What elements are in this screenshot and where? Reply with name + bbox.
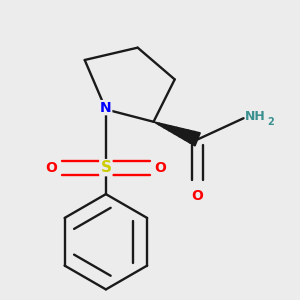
Polygon shape	[159, 123, 165, 128]
Polygon shape	[190, 131, 200, 146]
Text: O: O	[192, 189, 204, 203]
Text: 2: 2	[268, 118, 274, 128]
Text: O: O	[45, 160, 57, 175]
Polygon shape	[164, 124, 171, 131]
Text: NH: NH	[245, 110, 266, 123]
Polygon shape	[179, 129, 189, 140]
Text: S: S	[100, 160, 111, 175]
Polygon shape	[154, 122, 159, 125]
Text: O: O	[155, 160, 167, 175]
Text: N: N	[100, 100, 112, 115]
Polygon shape	[185, 130, 194, 143]
Polygon shape	[174, 127, 183, 137]
Polygon shape	[169, 126, 177, 134]
